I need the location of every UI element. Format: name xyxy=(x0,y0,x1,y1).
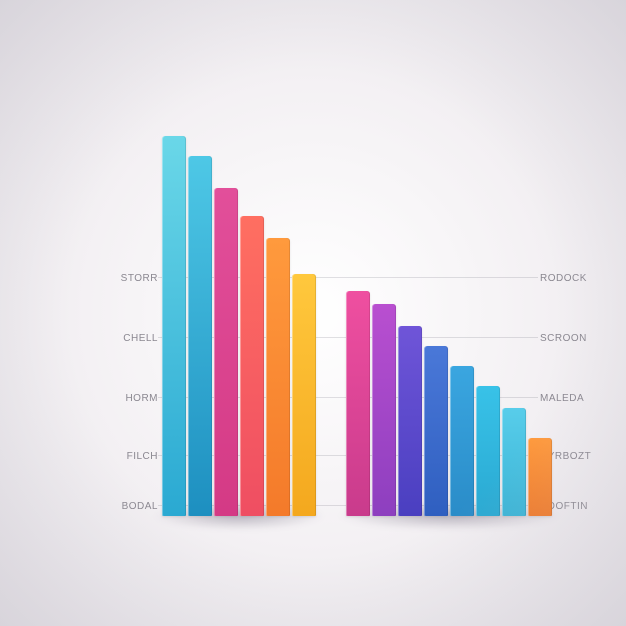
bar-group xyxy=(162,136,316,516)
y-axis-label-right: RODOCK xyxy=(540,273,610,284)
y-axis-label-left: HORM xyxy=(108,393,158,404)
bar xyxy=(214,188,238,516)
chart-canvas: STORRCHELLHORMFILCHBODAL RODOCKSCROONMAL… xyxy=(0,0,626,626)
bar xyxy=(450,366,474,516)
bar-group xyxy=(346,291,552,516)
y-axis-label-left: BODAL xyxy=(108,501,158,512)
bar xyxy=(266,238,290,516)
bar xyxy=(502,408,526,516)
bar xyxy=(372,304,396,516)
y-axis-label-left: STORR xyxy=(108,273,158,284)
bar xyxy=(188,156,212,516)
bar xyxy=(240,216,264,516)
bar xyxy=(476,386,500,516)
bar xyxy=(346,291,370,516)
bar xyxy=(398,326,422,516)
y-axis-label-left: FILCH xyxy=(108,451,158,462)
bar xyxy=(292,274,316,516)
bar xyxy=(162,136,186,516)
y-axis-label-left: CHELL xyxy=(108,333,158,344)
bar xyxy=(424,346,448,516)
bar xyxy=(528,438,552,516)
